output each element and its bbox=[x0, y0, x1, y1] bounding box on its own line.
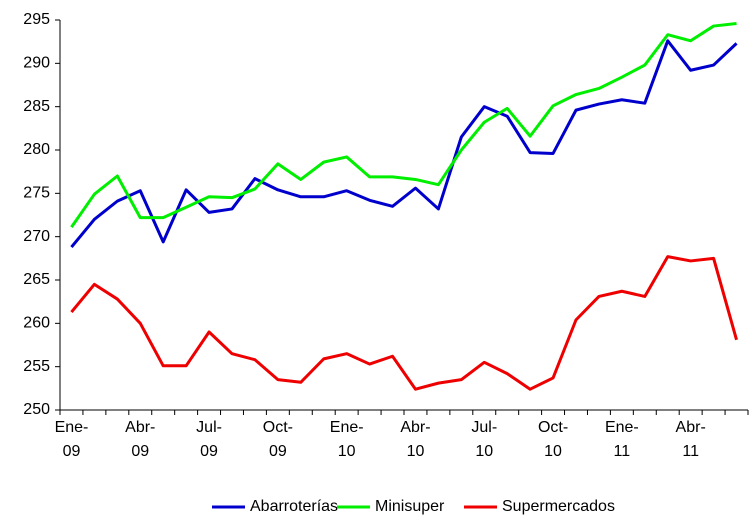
x-tick-label: Abr-09 bbox=[125, 419, 155, 460]
y-tick-label: 290 bbox=[23, 55, 50, 72]
legend-label: Abarroterías bbox=[250, 498, 338, 515]
x-tick-label: Ene-11 bbox=[605, 419, 639, 460]
x-tick-label: Oct-10 bbox=[538, 419, 568, 460]
x-tick-label: Abr-10 bbox=[400, 419, 430, 460]
x-tick-label: Ene-10 bbox=[330, 419, 364, 460]
x-tick-label: Abr-11 bbox=[676, 419, 706, 460]
x-tick-label: Ene-09 bbox=[55, 419, 89, 460]
y-tick-label: 255 bbox=[23, 358, 50, 375]
series-line bbox=[70, 255, 738, 391]
y-tick-label: 280 bbox=[23, 141, 50, 158]
y-tick-label: 250 bbox=[23, 401, 50, 418]
x-tick-label: Jul-09 bbox=[196, 419, 222, 460]
y-tick-label: 285 bbox=[23, 98, 50, 115]
series-line bbox=[70, 21, 737, 228]
x-tick-label: Oct-09 bbox=[263, 419, 293, 460]
series-line bbox=[70, 39, 738, 249]
y-tick-label: 275 bbox=[23, 185, 50, 202]
legend-label: Minisuper bbox=[375, 498, 445, 515]
y-tick-label: 260 bbox=[23, 315, 50, 332]
y-tick-label: 295 bbox=[23, 11, 50, 28]
y-tick-label: 265 bbox=[23, 271, 50, 288]
x-tick-label: Jul-10 bbox=[471, 419, 497, 460]
legend-label: Supermercados bbox=[502, 498, 615, 515]
y-tick-label: 270 bbox=[23, 228, 50, 245]
